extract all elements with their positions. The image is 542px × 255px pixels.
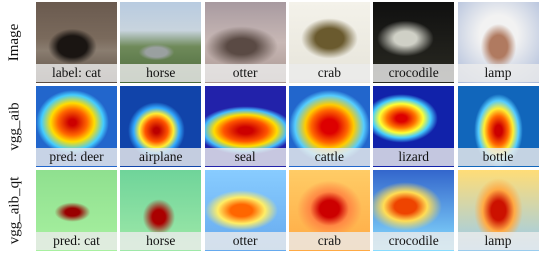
caption: otter	[205, 64, 286, 82]
caption: pred: cat	[36, 232, 117, 250]
caption: crab	[289, 232, 370, 250]
caption: horse	[120, 232, 201, 250]
heatmap-tile: bottle	[458, 86, 539, 167]
image-tile: crocodile	[373, 2, 454, 83]
caption: airplane	[120, 148, 201, 166]
row-label: Image	[0, 2, 30, 83]
caption: otter	[205, 232, 286, 250]
heatmap-tile: airplane	[120, 86, 201, 167]
figure: Imagelabel: cathorseottercrabcrocodilela…	[0, 0, 542, 255]
image-tile: label: cat	[36, 2, 117, 83]
row-label-text: Image	[7, 24, 24, 61]
caption: label: cat	[36, 64, 117, 82]
caption: bottle	[458, 148, 539, 166]
caption: cattle	[289, 148, 370, 166]
caption: lizard	[373, 148, 454, 166]
row-label-text: vgg_aib_qt	[7, 177, 24, 245]
heatmap-tile: lizard	[373, 86, 454, 167]
heatmap-tile: seal	[205, 86, 286, 167]
caption: lamp	[458, 232, 539, 250]
caption: crocodile	[373, 232, 454, 250]
row-label-text: vgg_aib	[7, 102, 24, 150]
row-label: vgg_aib	[0, 86, 30, 167]
caption: seal	[205, 148, 286, 166]
image-tile: otter	[205, 2, 286, 83]
heatmap-tile: crocodile	[373, 170, 454, 251]
caption: horse	[120, 64, 201, 82]
caption: lamp	[458, 64, 539, 82]
image-tile: horse	[120, 2, 201, 83]
caption: pred: deer	[36, 148, 117, 166]
heatmap-tile: pred: deer	[36, 86, 117, 167]
heatmap-tile: lamp	[458, 170, 539, 251]
caption: crocodile	[373, 64, 454, 82]
heatmap-tile: pred: cat	[36, 170, 117, 251]
heatmap-tile: crab	[289, 170, 370, 251]
heatmap-tile: otter	[205, 170, 286, 251]
image-tile: lamp	[458, 2, 539, 83]
caption: crab	[289, 64, 370, 82]
heatmap-tile: cattle	[289, 86, 370, 167]
heatmap-tile: horse	[120, 170, 201, 251]
row-label: vgg_aib_qt	[0, 170, 30, 251]
image-tile: crab	[289, 2, 370, 83]
